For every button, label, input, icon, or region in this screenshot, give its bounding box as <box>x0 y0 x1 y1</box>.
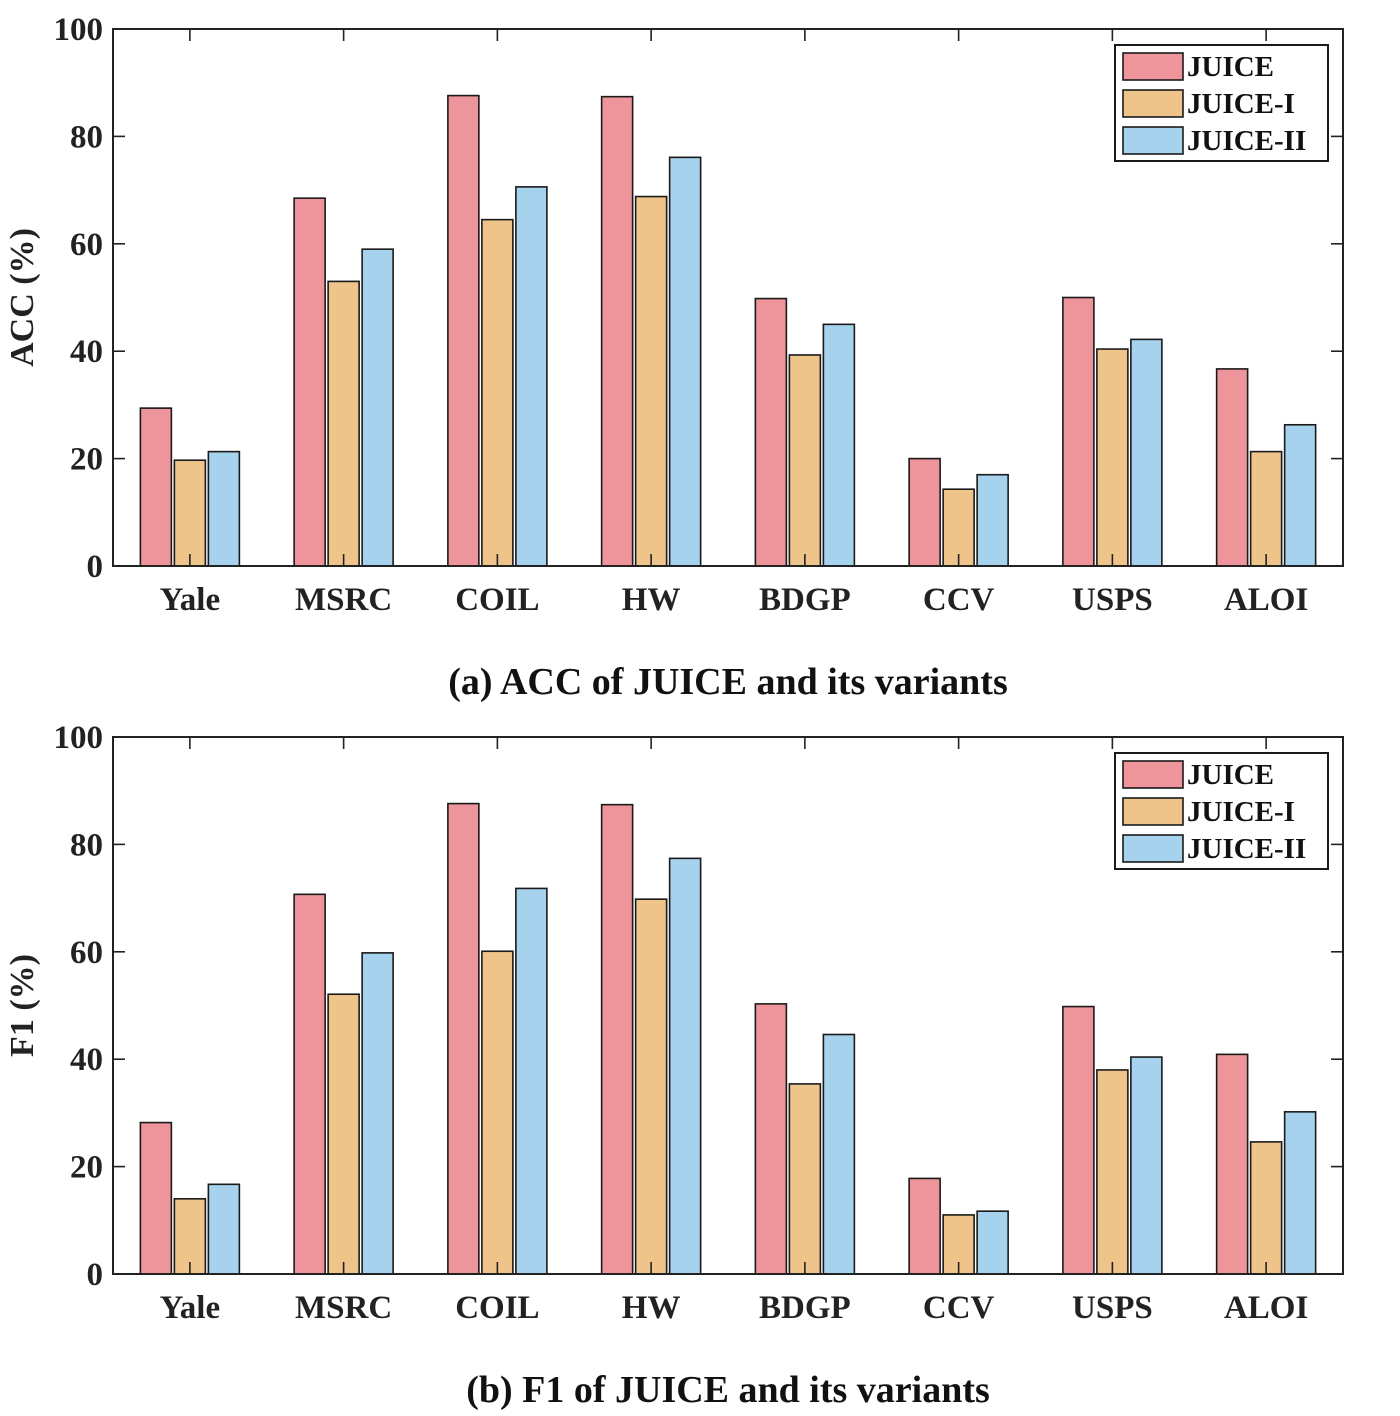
x-tick-label-hw: HW <box>622 582 681 618</box>
bar-juice-bdgp <box>754 297 788 567</box>
bar-juice-ii-aloi <box>1283 1111 1317 1275</box>
y-tick-label-60: 60 <box>70 935 103 971</box>
bar-juice-ccv <box>908 1177 941 1275</box>
bar-juice-aloi <box>1215 1053 1249 1275</box>
x-tick-label-usps: USPS <box>1072 1290 1153 1326</box>
legend: JUICE JUICE-I JUICE-II <box>1114 752 1329 870</box>
bar-juice-usps <box>1062 296 1095 567</box>
plot-frame <box>112 28 1344 567</box>
bar-juice-yale <box>139 1121 173 1275</box>
bar-juice-ii-coil <box>515 887 548 1275</box>
y-tick-label-80: 80 <box>70 827 103 863</box>
x-tick-label-yale: Yale <box>160 1290 221 1326</box>
bar-juice-i-aloi <box>1249 450 1283 567</box>
legend-swatch-juice <box>1122 760 1184 789</box>
bar-juice-i-coil <box>481 218 514 567</box>
chart-panel-f1: Yale MSRC COIL HW BDGP CCV USPS ALOI 0 20 40 60 80 10… <box>4 720 1344 1411</box>
legend-swatch-juice-ii <box>1122 834 1184 863</box>
x-tick-label-msrc: MSRC <box>295 1290 392 1326</box>
x-tick-label-bdgp: BDGP <box>759 582 851 618</box>
x-tick-label-ccv: CCV <box>923 582 995 618</box>
bar-juice-yale <box>139 407 173 567</box>
x-tick-label-usps: USPS <box>1072 582 1153 618</box>
y-tick-label-40: 40 <box>70 334 103 370</box>
legend-swatch-juice-i <box>1122 89 1184 118</box>
bar-juice-hw <box>600 95 634 567</box>
bar-juice-ii-usps <box>1130 1056 1163 1275</box>
legend-label-juice-i: JUICE-I <box>1187 88 1295 120</box>
legend-label-juice-i: JUICE-I <box>1187 796 1295 828</box>
chart-caption: (a) ACC of JUICE and its variants <box>448 661 1007 703</box>
y-axis-title: ACC (%) <box>4 228 41 367</box>
x-tick-label-ccv: CCV <box>923 1290 995 1326</box>
x-tick-label-msrc: MSRC <box>295 582 392 618</box>
legend-label-juice-ii: JUICE-II <box>1187 833 1306 865</box>
bar-juice-msrc <box>293 197 326 567</box>
bar-juice-ii-ccv <box>976 473 1009 567</box>
y-axis-title: F1 (%) <box>4 954 41 1057</box>
y-tick-label-80: 80 <box>70 119 103 155</box>
bar-juice-ii-hw <box>668 857 702 1275</box>
legend-swatch-juice <box>1122 52 1184 81</box>
chart-panel-acc: Yale MSRC COIL HW BDGP CCV USPS ALOI 0 20 40 60 80 10… <box>4 12 1344 703</box>
bar-juice-i-aloi <box>1249 1141 1283 1275</box>
bar-juice-ii-coil <box>515 186 548 567</box>
bar-juice-i-bdgp <box>788 354 822 567</box>
legend-swatch-juice-ii <box>1122 126 1184 155</box>
x-tick-label-hw: HW <box>622 1290 681 1326</box>
bar-juice-ii-ccv <box>976 1210 1009 1275</box>
bar-juice-ii-aloi <box>1283 423 1317 567</box>
legend-swatch-juice-i <box>1122 797 1184 826</box>
x-tick-label-coil: COIL <box>455 582 539 618</box>
y-tick-label-20: 20 <box>70 442 103 478</box>
bar-juice-ii-bdgp <box>822 1033 856 1275</box>
bar-juice-ii-bdgp <box>822 323 856 567</box>
bar-juice-i-yale <box>173 459 207 567</box>
legend-label-juice: JUICE <box>1187 759 1274 791</box>
legend-label-juice-ii: JUICE-II <box>1187 125 1306 157</box>
bar-juice-usps <box>1062 1005 1095 1275</box>
x-tick-label-coil: COIL <box>455 1290 539 1326</box>
bar-juice-i-hw <box>634 898 668 1275</box>
y-tick-label-100: 100 <box>54 720 104 756</box>
bar-juice-ii-msrc <box>361 248 394 567</box>
bar-juice-coil <box>447 802 480 1275</box>
bar-juice-hw <box>600 803 634 1275</box>
bar-juice-msrc <box>293 893 326 1275</box>
bar-juice-i-hw <box>634 195 668 567</box>
bar-juice-bdgp <box>754 1003 788 1275</box>
bar-juice-ii-usps <box>1130 338 1163 567</box>
bar-juice-i-ccv <box>942 488 975 567</box>
bar-juice-ii-hw <box>668 156 702 567</box>
y-tick-label-100: 100 <box>54 12 104 48</box>
bar-juice-i-coil <box>481 950 514 1275</box>
bar-juice-i-usps <box>1096 1069 1129 1275</box>
y-tick-label-20: 20 <box>70 1150 103 1186</box>
y-tick-label-60: 60 <box>70 227 103 263</box>
x-tick-label-aloi: ALOI <box>1224 1290 1308 1326</box>
x-tick-label-bdgp: BDGP <box>759 1290 851 1326</box>
bar-juice-i-bdgp <box>788 1083 822 1275</box>
x-tick-label-yale: Yale <box>160 582 221 618</box>
bar-juice-ccv <box>908 457 941 567</box>
bar-juice-ii-msrc <box>361 952 394 1275</box>
bar-juice-i-msrc <box>327 280 360 567</box>
bar-juice-ii-yale <box>207 1183 241 1275</box>
y-tick-label-0: 0 <box>87 549 104 585</box>
plot-frame <box>112 736 1344 1275</box>
bar-juice-aloi <box>1215 368 1249 567</box>
x-tick-label-aloi: ALOI <box>1224 582 1308 618</box>
legend: JUICE JUICE-I JUICE-II <box>1114 44 1329 162</box>
bar-juice-ii-yale <box>207 450 241 567</box>
y-tick-label-0: 0 <box>87 1257 104 1293</box>
bar-juice-coil <box>447 94 480 567</box>
chart-caption: (b) F1 of JUICE and its variants <box>466 1369 990 1411</box>
legend-label-juice: JUICE <box>1187 51 1274 83</box>
bar-juice-i-yale <box>173 1198 207 1275</box>
y-tick-label-40: 40 <box>70 1042 103 1078</box>
bar-juice-i-msrc <box>327 993 360 1275</box>
bar-juice-i-usps <box>1096 348 1129 567</box>
